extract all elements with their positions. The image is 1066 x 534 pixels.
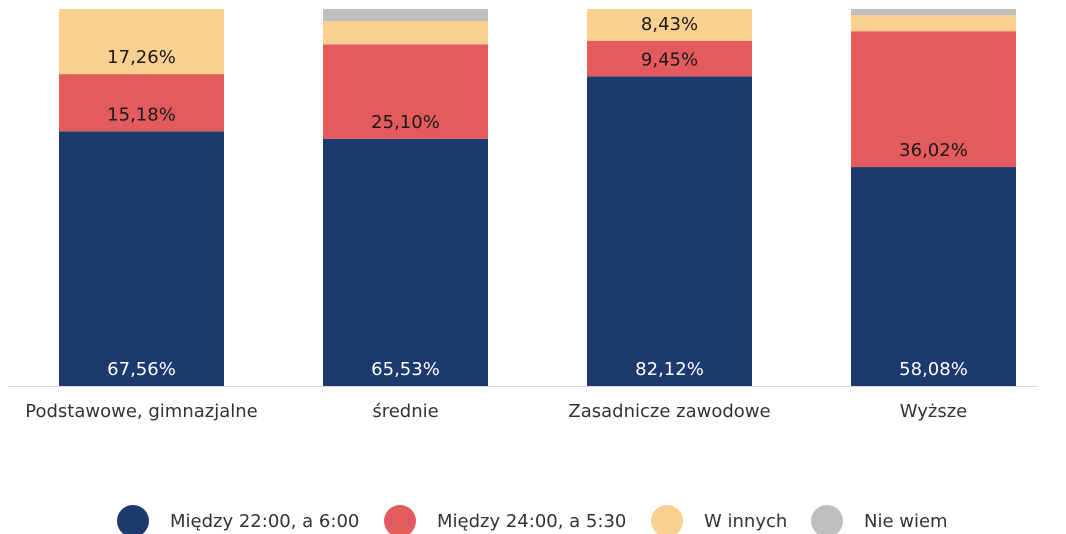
value-label: 9,45% — [641, 49, 698, 70]
value-label: 36,02% — [899, 140, 968, 161]
bar-segment — [323, 44, 488, 139]
bar-segment — [851, 9, 1016, 16]
value-label: 15,18% — [107, 104, 176, 125]
x-tick-label: Podstawowe, gimnazjalne — [25, 401, 258, 422]
legend-swatch — [117, 505, 149, 534]
bar-segment — [587, 9, 752, 41]
legend-label: Między 22:00, a 6:00 — [170, 511, 359, 532]
x-tick-label: Wyższe — [899, 401, 968, 422]
x-tick-label: Zasadnicze zawodowe — [568, 401, 771, 422]
bar-segment — [587, 76, 752, 387]
bar-segment — [851, 15, 1016, 32]
bar-segment — [59, 9, 224, 75]
legend-swatch — [811, 505, 843, 534]
value-label: 58,08% — [899, 359, 968, 380]
value-label: 65,53% — [371, 359, 440, 380]
bar-segment — [323, 138, 488, 386]
legend-swatch — [651, 505, 683, 534]
bar-segment — [323, 8, 488, 21]
value-label: 67,56% — [107, 359, 176, 380]
bar-segment — [59, 74, 224, 132]
bar-segment — [851, 31, 1016, 168]
bar-segment — [851, 167, 1016, 386]
x-tick-label: średnie — [372, 401, 439, 422]
bar-segment — [587, 40, 752, 77]
legend-swatch — [384, 505, 416, 534]
value-label: 8,43% — [641, 14, 698, 35]
legend-label: W innych — [704, 511, 787, 532]
legend-label: Nie wiem — [864, 511, 948, 532]
value-label: 25,10% — [371, 112, 440, 133]
bar-segment — [323, 20, 488, 45]
bar-segment — [59, 131, 224, 386]
value-label: 82,12% — [635, 359, 704, 380]
value-label: 17,26% — [107, 47, 176, 68]
legend-label: Między 24:00, a 5:30 — [437, 511, 626, 532]
